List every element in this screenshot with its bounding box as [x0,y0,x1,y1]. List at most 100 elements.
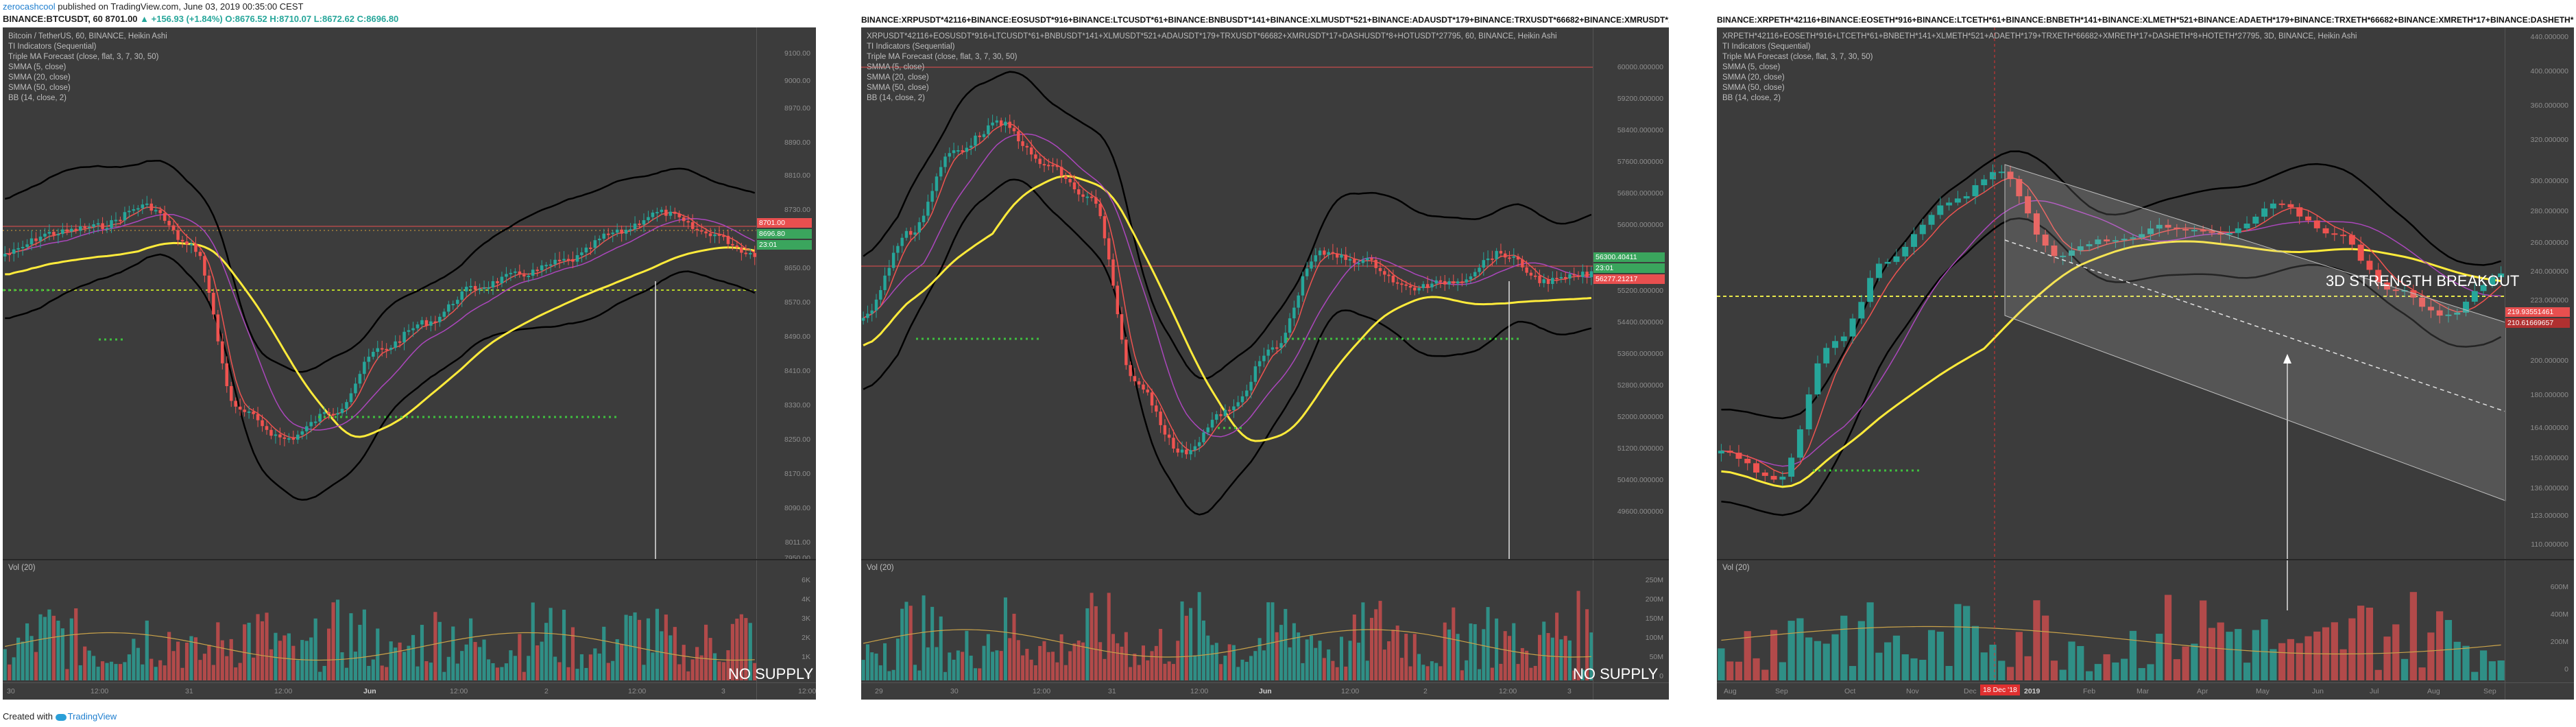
y-tick: 180.000000 [2530,391,2568,399]
candle-body [2454,312,2461,315]
volume-bar [118,664,123,680]
volume-bar [1796,618,1804,680]
candle-body [1576,275,1580,277]
volume-bar [1231,645,1236,680]
y-tick: 56000.000000 [1617,221,1663,229]
volume-bar [575,669,579,680]
volume-bar [642,665,646,680]
volume-bar [105,663,109,680]
volume-bar [1003,597,1007,680]
volume-bar [1206,635,1210,680]
volume-bar [2471,671,2479,680]
volume-bar [1348,641,1352,680]
volume-bar [2427,632,2435,680]
symbol-description: XRPETH*42116+EOSETH*916+LTCETH*61+BNBETH… [1722,32,2357,40]
candle-body [974,135,977,146]
volume-bar [1042,641,1046,680]
candle-body [1340,254,1343,258]
bb-upper-line [4,160,756,373]
x-tick: 31 [185,687,193,695]
candle-body [1421,284,1425,288]
candle-body [866,313,869,318]
candle-body [1893,256,1900,262]
volume-bar [2497,660,2505,680]
candle-body [252,411,255,414]
candle-body [1796,429,1803,458]
candle-body [1491,258,1494,260]
candle-body [1133,376,1137,381]
candle-body [478,289,481,291]
x-tick: Nov [1906,687,1919,695]
candle-body [1972,185,1979,197]
candle-body [243,409,246,412]
volume-bar [1585,609,1589,680]
volume-bar [1849,666,1857,680]
indicator-ti-sequential: TI Indicators (Sequential) [8,43,97,51]
volume-bar [1369,617,1373,680]
vol-tick: 3K [802,615,810,623]
candle-body [943,156,947,167]
chart-panel-eth-basket[interactable]: XRPETH*42116+EOSETH*916+LTCETH*61+BNBETH… [1717,27,2574,700]
time-axis[interactable]: 30 12:00 31 12:00 Jun 12:00 2 12:00 3 12… [3,682,816,700]
volume-bar [389,641,393,680]
time-axis[interactable]: 29 30 12:00 31 12:00 Jun 12:00 2 12:00 3 [861,682,1669,700]
ohlc-values: O:8676.52 H:8710.07 L:8672.62 C:8696.80 [225,14,399,24]
candle-body [1223,409,1227,416]
volume-bar [509,650,513,680]
price-axis[interactable]: 440.000000 400.000000 360.000000 320.000… [2505,27,2574,700]
volume-bar [690,659,695,680]
tradingview-link[interactable]: TradingView [67,711,117,722]
volume-bar [1240,659,1244,680]
y-tick: 59200.000000 [1617,95,1663,103]
vol-tick: 600M [2550,583,2568,591]
candle-body [261,420,264,427]
time-axis[interactable]: Aug Sep Oct Nov Dec 2019 Feb Mar Apr May… [1717,682,2574,700]
y-tick: 8570.00 [784,298,810,307]
chart-panel-usdt-basket[interactable]: XRPUSDT*42116+EOSUSDT*916+LTCUSDT*61+BNB… [861,27,1669,700]
volume-label: Vol (20) [867,564,894,572]
candle-body [105,228,109,230]
price-axis[interactable]: 60000.000000 59200.000000 58400.000000 5… [1593,27,1669,700]
volume-bar [1770,630,1778,680]
candle-body [1064,176,1068,179]
candle-body [1288,318,1292,333]
candle-body [606,233,610,235]
chart-panel-btcusdt[interactable]: Bitcoin / TetherUS, 60, BINANCE, Heikin … [3,27,816,700]
volume-bar [2235,629,2242,680]
candle-body [1456,281,1460,284]
volume-bar [2164,595,2172,680]
candle-body [2445,314,2452,316]
pane-divider[interactable] [861,559,1669,560]
volume-bar [1141,645,1146,680]
volume-bar [1866,602,1874,680]
candle-body [1271,347,1275,350]
candle-body [2489,277,2496,285]
volume-bar [238,663,242,680]
y-tick: 240.000000 [2530,267,2568,276]
pane-divider[interactable] [3,559,816,560]
volume-bar [34,652,38,680]
volume-bar [180,667,184,680]
candle-body [394,341,397,348]
pane-divider[interactable] [1717,559,2574,560]
volume-bar [385,667,389,680]
volume-bar [2339,649,2347,680]
price-axis[interactable]: 9100.00 9000.00 8970.00 8890.00 8810.00 … [756,27,816,700]
candle-body [327,412,330,414]
vol-tick: 0 [806,672,810,680]
volume-bar [1038,645,1042,680]
volume-bar [1051,652,1055,680]
volume-bar [1425,666,1430,680]
volume-bar [349,613,353,680]
volume-bar [193,637,198,680]
candle-body [2174,227,2180,230]
candle-body [708,233,712,237]
candle-body [2235,228,2241,233]
volume-bar [2033,600,2041,680]
volume-bar [2200,600,2207,680]
volume-bar [1761,669,1769,680]
author-link[interactable]: zerocashcool [3,1,56,12]
candle-body [1508,257,1511,259]
countdown-tag: 23:01 [757,240,812,250]
candle-body [2384,282,2390,290]
